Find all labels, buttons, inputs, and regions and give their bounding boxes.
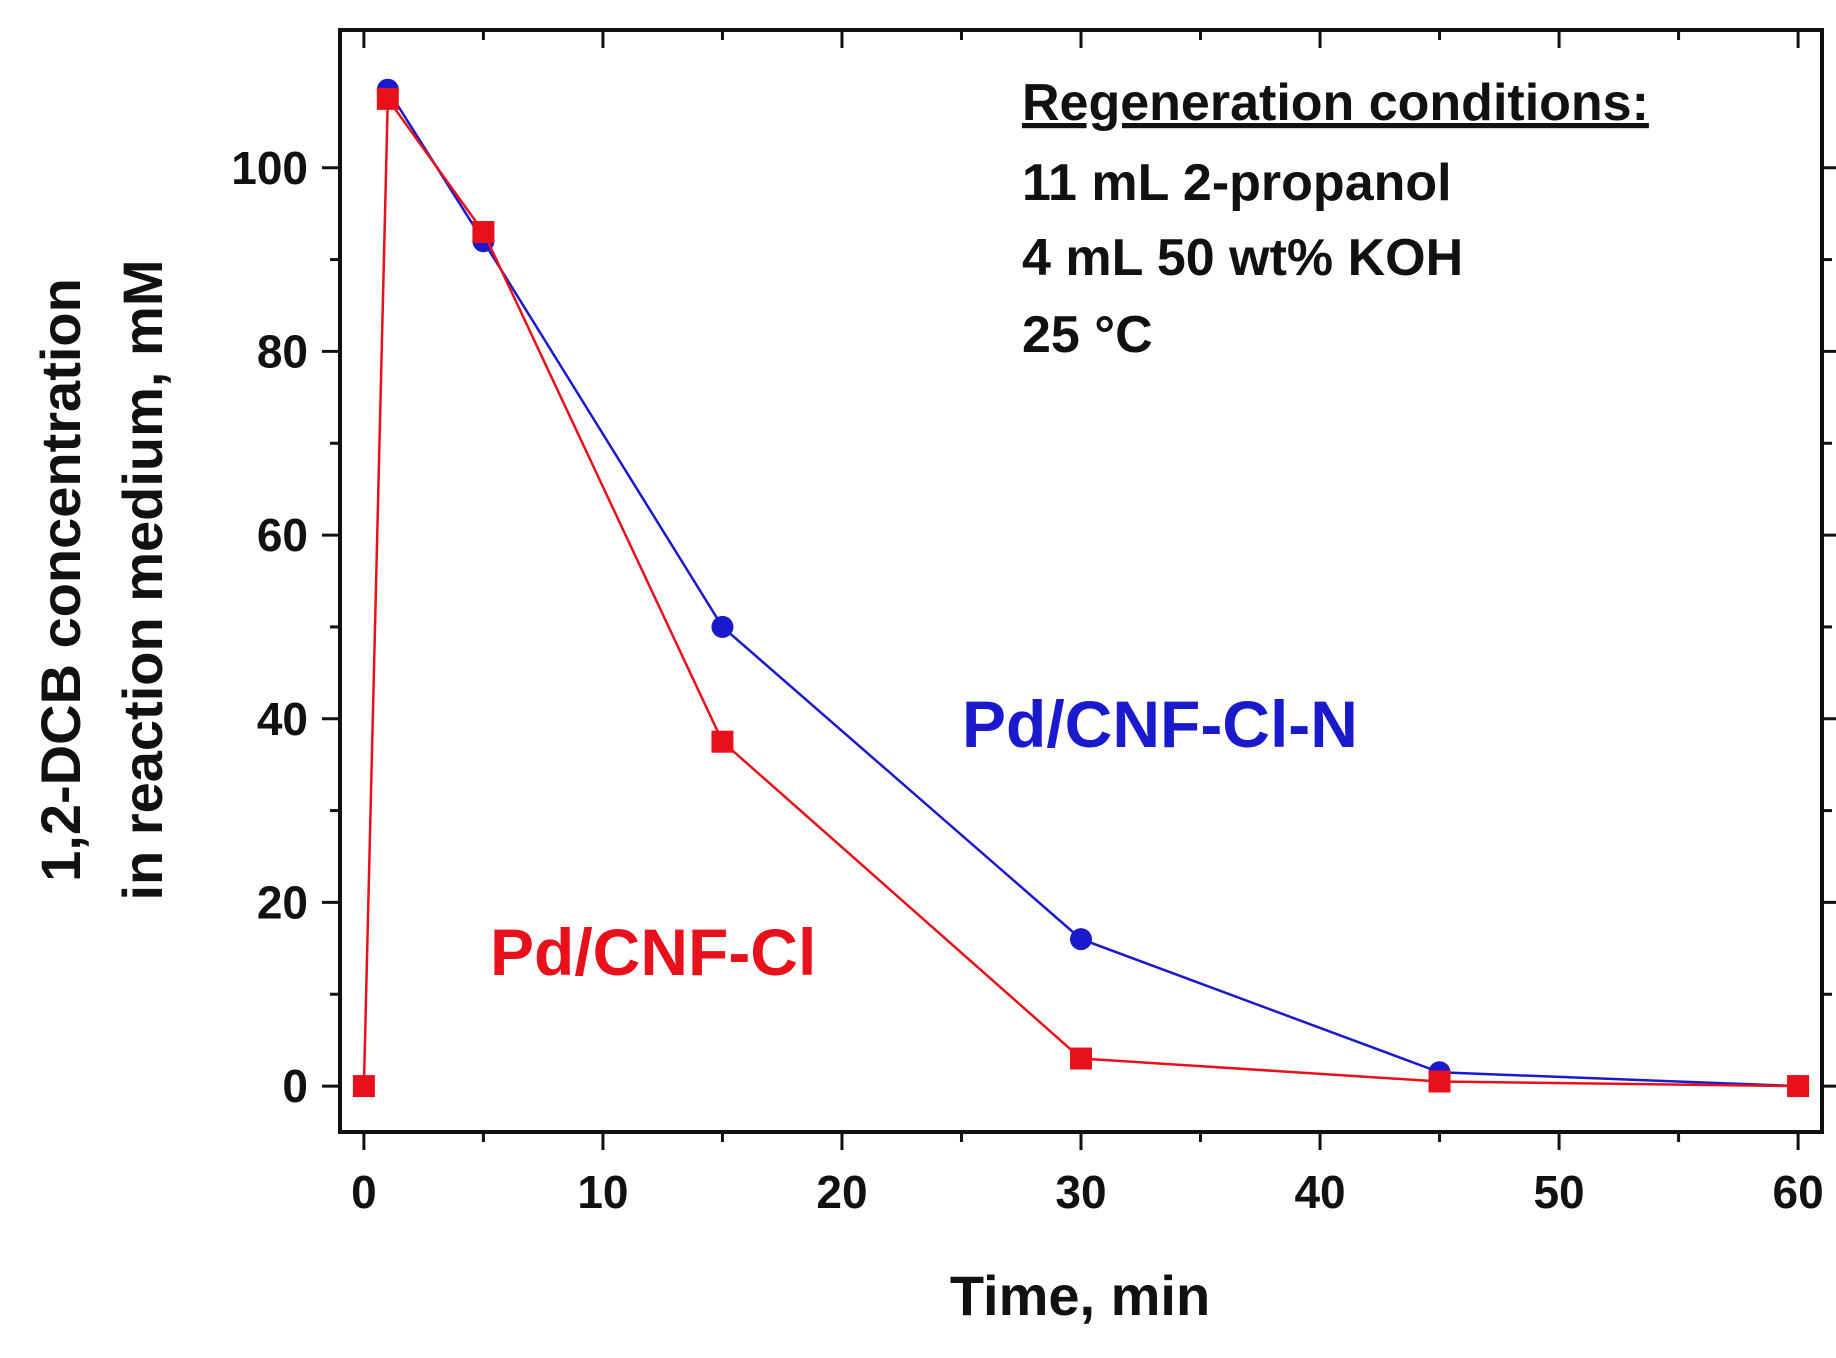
annotation-line: 11 mL 2-propanol: [1022, 154, 1452, 212]
data-point: [711, 730, 734, 753]
x-tick-labels: 0 10 20 30 40 50 60: [351, 1166, 1824, 1218]
x-tick-label: 0: [351, 1166, 377, 1218]
x-axis-title: Time, min: [950, 1264, 1210, 1327]
y-tick-label: 40: [257, 693, 308, 745]
y-tick-label: 100: [231, 142, 308, 194]
data-point: [1070, 1047, 1092, 1070]
annotation-line: 25 °C: [1022, 306, 1153, 364]
x-tick-label: 20: [816, 1166, 867, 1218]
annotation-heading: Regeneration conditions:: [1022, 74, 1649, 132]
data-point: [1428, 1070, 1451, 1093]
y-tick-label: 20: [257, 876, 308, 928]
x-tick-label: 40: [1294, 1166, 1345, 1218]
y-tick-label: 60: [257, 509, 308, 561]
annotation-line: 4 mL 50 wt% KOH: [1022, 229, 1463, 287]
series-layer: [352, 78, 1810, 1098]
y-tick-labels: 0 20 40 60 80 100: [231, 142, 308, 1112]
y-tick-label: 0: [282, 1060, 308, 1112]
y-axis-title-line2: in reaction medium, mM: [111, 260, 174, 901]
x-tick-label: 10: [577, 1166, 628, 1218]
data-point: [1070, 928, 1092, 951]
data-point: [376, 87, 399, 110]
x-tick-label: 60: [1773, 1166, 1824, 1218]
data-point: [472, 221, 495, 244]
y-axis-title-line1: 1,2-DCB concentration: [29, 278, 92, 882]
data-point: [352, 1075, 375, 1098]
series-label-pd-cnf-cl-n: Pd/CNF-Cl-N: [962, 687, 1358, 761]
x-tick-label: 30: [1055, 1166, 1106, 1218]
series-label-pd-cnf-cl: Pd/CNF-Cl: [490, 915, 816, 989]
x-tick-label: 50: [1533, 1166, 1584, 1218]
axis-ticks: [322, 30, 1836, 1150]
series-1: [352, 87, 1810, 1098]
data-point: [711, 615, 734, 638]
data-point: [1787, 1075, 1810, 1098]
series-line: [386, 89, 1799, 1088]
y-tick-label: 80: [257, 325, 308, 377]
